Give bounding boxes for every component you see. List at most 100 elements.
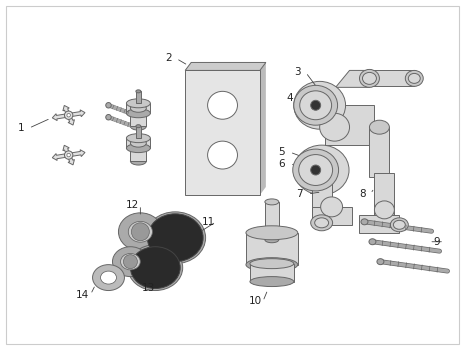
FancyArrow shape [52, 153, 69, 160]
Ellipse shape [300, 91, 332, 120]
Ellipse shape [113, 247, 148, 276]
Bar [312, 207, 352, 225]
Circle shape [65, 151, 73, 159]
Text: 8: 8 [359, 189, 366, 199]
Ellipse shape [126, 134, 150, 143]
Circle shape [67, 153, 70, 157]
Text: 2: 2 [165, 54, 172, 63]
Ellipse shape [369, 239, 376, 245]
Text: 11: 11 [201, 217, 215, 227]
Ellipse shape [130, 104, 146, 112]
Bar [136, 91, 141, 103]
Polygon shape [336, 70, 370, 88]
Ellipse shape [130, 157, 146, 165]
Ellipse shape [120, 253, 140, 270]
Ellipse shape [250, 276, 294, 287]
Circle shape [106, 114, 111, 120]
Ellipse shape [370, 120, 389, 134]
Circle shape [65, 111, 73, 119]
Polygon shape [185, 62, 266, 70]
Ellipse shape [265, 237, 279, 243]
Text: 6: 6 [279, 159, 285, 169]
Ellipse shape [294, 145, 349, 195]
Ellipse shape [405, 70, 423, 86]
Ellipse shape [293, 149, 339, 191]
FancyArrow shape [67, 154, 74, 165]
Ellipse shape [93, 265, 125, 290]
Bar [136, 126, 141, 138]
Bar [185, 70, 260, 195]
Ellipse shape [377, 259, 384, 265]
Ellipse shape [130, 122, 146, 130]
Bar [374, 173, 394, 223]
Ellipse shape [250, 259, 294, 269]
Ellipse shape [294, 81, 345, 129]
Text: 1: 1 [18, 123, 24, 133]
Bar [312, 170, 332, 215]
Ellipse shape [119, 213, 162, 251]
Ellipse shape [100, 271, 116, 284]
FancyArrow shape [67, 114, 74, 125]
Ellipse shape [374, 201, 394, 219]
Bar [325, 105, 374, 145]
Text: 4: 4 [286, 93, 293, 103]
Ellipse shape [126, 109, 150, 118]
Bar [126, 138, 150, 148]
Bar [370, 70, 414, 86]
Ellipse shape [321, 197, 343, 217]
Ellipse shape [128, 245, 183, 290]
Ellipse shape [130, 247, 180, 288]
Ellipse shape [145, 212, 206, 264]
Text: 7: 7 [296, 189, 303, 199]
Ellipse shape [126, 144, 150, 153]
Circle shape [123, 255, 137, 269]
Text: 13: 13 [142, 282, 155, 293]
Circle shape [311, 100, 321, 110]
FancyArrow shape [63, 145, 70, 156]
Ellipse shape [246, 258, 298, 272]
Ellipse shape [361, 219, 368, 225]
Ellipse shape [311, 215, 332, 231]
Ellipse shape [299, 155, 332, 186]
FancyArrow shape [68, 150, 85, 157]
Ellipse shape [130, 139, 146, 147]
Ellipse shape [294, 85, 338, 125]
Ellipse shape [315, 218, 329, 228]
Ellipse shape [393, 220, 405, 229]
Circle shape [132, 223, 149, 241]
Ellipse shape [136, 125, 141, 128]
FancyArrow shape [68, 110, 85, 117]
Text: 10: 10 [248, 296, 261, 307]
Ellipse shape [359, 69, 379, 88]
Bar [370, 127, 389, 177]
Circle shape [106, 103, 111, 108]
Ellipse shape [319, 113, 350, 141]
Bar [130, 143, 146, 161]
Bar [246, 233, 298, 265]
Bar [359, 215, 399, 233]
Circle shape [67, 113, 70, 117]
Ellipse shape [246, 226, 298, 240]
Ellipse shape [126, 99, 150, 108]
FancyArrow shape [52, 113, 69, 121]
Ellipse shape [136, 90, 141, 93]
Circle shape [311, 165, 321, 175]
Ellipse shape [363, 72, 377, 84]
Ellipse shape [265, 199, 279, 205]
Polygon shape [260, 62, 266, 195]
FancyArrow shape [63, 105, 70, 116]
Bar [250, 264, 294, 282]
Bar [265, 202, 279, 240]
Ellipse shape [207, 91, 238, 119]
Ellipse shape [128, 221, 153, 242]
Text: 12: 12 [126, 200, 139, 210]
Ellipse shape [207, 141, 238, 169]
Text: 3: 3 [294, 68, 301, 77]
Bar [126, 103, 150, 113]
Ellipse shape [147, 214, 203, 262]
Text: 14: 14 [76, 289, 89, 300]
Text: 9: 9 [433, 237, 439, 247]
Ellipse shape [408, 74, 420, 83]
Bar [130, 108, 146, 126]
Ellipse shape [391, 218, 408, 232]
